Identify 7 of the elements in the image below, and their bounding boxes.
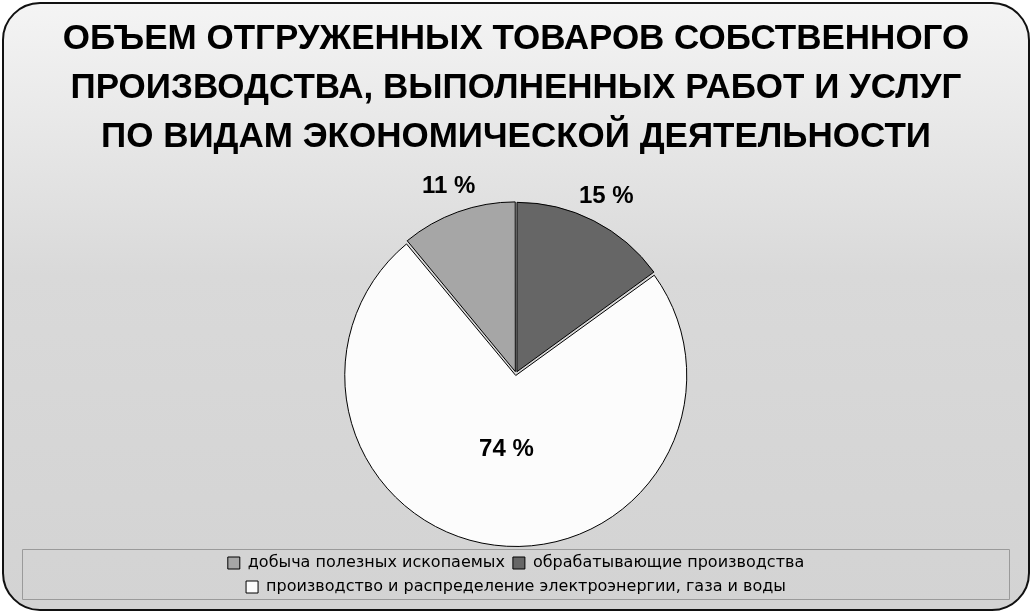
chart-title: ОБЪЕМ ОТГРУЖЕННЫХ ТОВАРОВ СОБСТВЕННОГО ПРОИЗВОДСТВА, ВЫПОЛНЕННЫХ РАБОТ И УСЛУГ ПО ВИДАМ ЭКОНОМИЧЕСКОЙ ДЕЯТЕЛЬНОСТИ bbox=[61, 16, 971, 156]
legend-label: производство и распределение электроэнергии, газа и воды bbox=[266, 576, 786, 596]
legend-label: добыча полезных ископаемых bbox=[247, 552, 505, 572]
legend-label: обрабатывающие производства bbox=[532, 552, 805, 572]
data-label: 15 % bbox=[578, 180, 634, 208]
data-label: 74 % bbox=[479, 433, 534, 461]
data-label: 11 % bbox=[421, 170, 476, 198]
